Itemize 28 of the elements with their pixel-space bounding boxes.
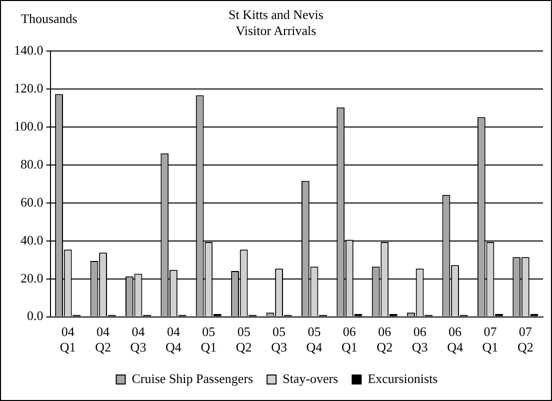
legend-label: Excursionists xyxy=(368,370,438,386)
x-tick-label: 07 Q1 xyxy=(482,324,498,355)
x-tick-label: 05 Q4 xyxy=(306,324,323,355)
chart-title: St Kitts and Nevis xyxy=(228,7,324,22)
x-tick-label: 04 Q3 xyxy=(130,324,146,355)
x-tick-label: 05 Q1 xyxy=(200,324,217,355)
y-tick-label: 140.0 xyxy=(14,42,44,58)
y-tick-label: 60.0 xyxy=(20,194,44,210)
x-tick-label: 06 Q2 xyxy=(376,324,393,355)
x-tick-label: 04 Q1 xyxy=(60,324,76,355)
y-tick-label: 80.0 xyxy=(20,156,44,172)
x-tick-label: 06 Q4 xyxy=(447,324,464,355)
chart-subtitle: Visitor Arrivals xyxy=(236,23,316,38)
y-tick-label: 40.0 xyxy=(20,232,44,248)
y-tick-label: 100.0 xyxy=(14,118,44,134)
y-axis-title: Thousands xyxy=(21,11,78,27)
x-tick-label: 07 Q2 xyxy=(517,324,534,355)
x-tick-label: 04 Q4 xyxy=(165,324,182,355)
y-tick-label: 120.0 xyxy=(14,80,44,96)
x-tick-label: 05 Q3 xyxy=(271,324,287,355)
y-tick-label: 20.0 xyxy=(20,270,44,286)
legend-label: Cruise Ship Passengers xyxy=(132,370,254,386)
x-tick-label: 06 Q1 xyxy=(341,324,358,355)
y-tick-label: 0.0 xyxy=(27,308,44,324)
x-tick-label: 05 Q2 xyxy=(236,324,252,355)
x-tick-label: 04 Q2 xyxy=(95,324,111,355)
legend-label: Stay-overs xyxy=(282,370,338,386)
x-tick-label: 06 Q3 xyxy=(412,324,428,355)
